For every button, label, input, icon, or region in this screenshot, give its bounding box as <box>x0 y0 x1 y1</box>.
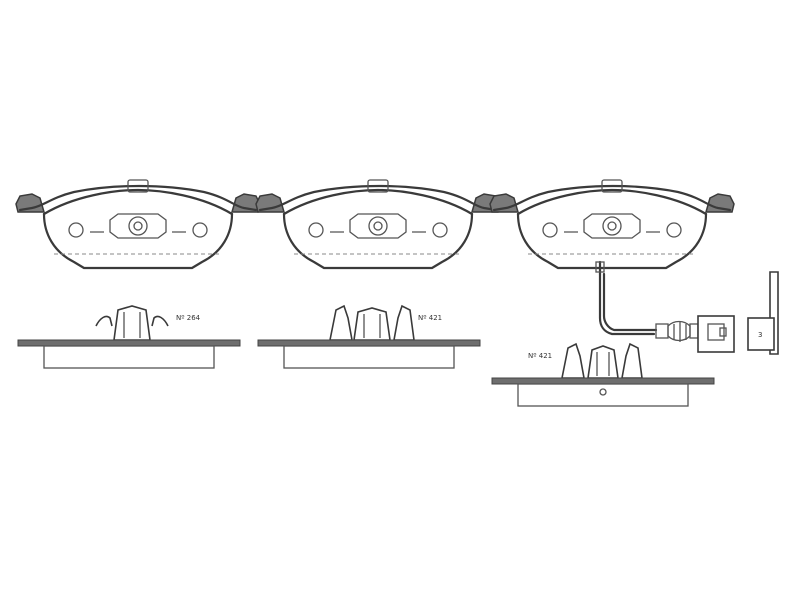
connector-pin-count: 3 <box>758 331 762 339</box>
spring-clip-1-icon <box>95 315 169 327</box>
brake-pad-3-front-view <box>488 178 736 270</box>
brake-pad-1-side-view: Nº 264 <box>17 305 241 369</box>
brake-pad-2-side-view: Nº 421 <box>257 304 481 369</box>
brake-pad-2-front-view <box>254 178 502 270</box>
wear-sensor-wire <box>595 260 735 353</box>
connector-plug-icon <box>697 315 735 353</box>
brake-pad-3-side-view: Nº 421 <box>491 342 715 407</box>
clip-1-label: Nº 264 <box>176 314 201 322</box>
brake-pad-1-front-view <box>14 178 262 270</box>
clip-2-label: Nº 421 <box>418 314 442 322</box>
clip-3-label: Nº 421 <box>528 352 552 360</box>
connector-end-view: 3 <box>747 271 779 355</box>
